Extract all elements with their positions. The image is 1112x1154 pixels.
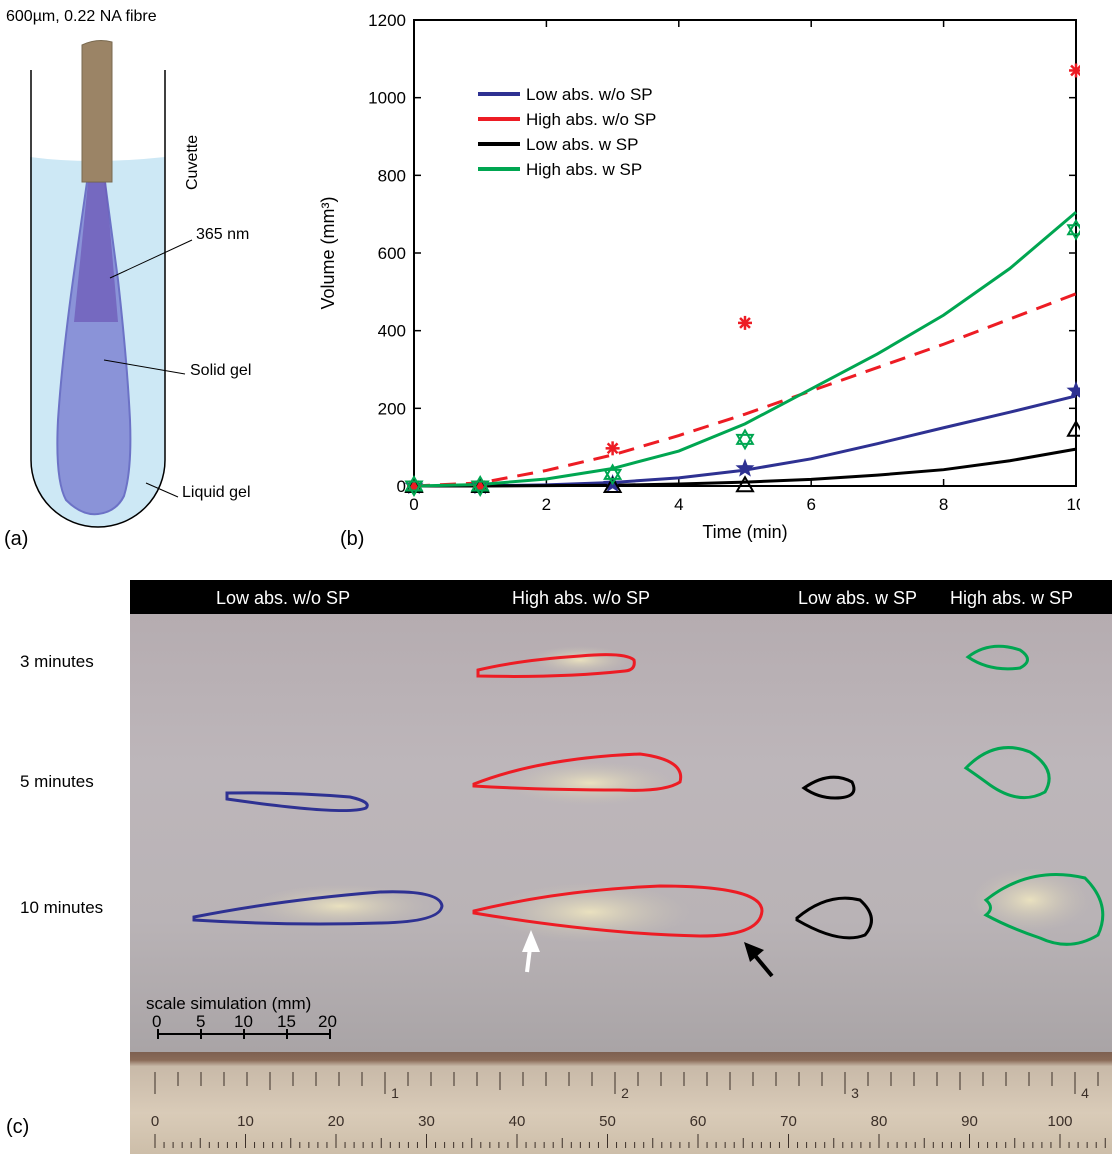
ruler-mm-label: 60 bbox=[690, 1113, 707, 1130]
x-axis-label: Time (min) bbox=[702, 522, 787, 542]
data-point-1-4 bbox=[1069, 63, 1080, 78]
panel-c-label: (c) bbox=[6, 1116, 30, 1138]
ruler-inch-label: 2 bbox=[621, 1085, 629, 1101]
data-point-3-4 bbox=[1066, 218, 1080, 241]
gel-outlines bbox=[157, 644, 1105, 1039]
panel-b-label: (b) bbox=[340, 528, 365, 550]
fit-line-2 bbox=[414, 447, 1077, 488]
y-tick-label: 800 bbox=[378, 166, 406, 185]
outline-high-w-10min bbox=[983, 872, 1105, 946]
scale-tick-20: 20 bbox=[318, 1012, 337, 1031]
legend-label-0: Low abs. w/o SP bbox=[526, 85, 653, 104]
data-point-3-3 bbox=[735, 428, 755, 451]
x-tick-label: 4 bbox=[674, 495, 683, 514]
outline-low-wo-5min bbox=[225, 791, 369, 813]
wavelength-label: 365 nm bbox=[196, 226, 250, 243]
data-point-3-1 bbox=[470, 475, 490, 497]
panel-c: Low abs. w/o SP High abs. w/o SP Low abs… bbox=[0, 560, 1112, 1154]
photo-background bbox=[130, 612, 1112, 1052]
fit-line-1 bbox=[413, 292, 1077, 488]
outline-low-w-10min bbox=[795, 896, 873, 940]
data-point-3-2 bbox=[603, 463, 623, 486]
data-point-3-0 bbox=[404, 475, 424, 497]
scale-tick-0: 0 bbox=[152, 1012, 162, 1031]
column-header-bar bbox=[130, 580, 1112, 614]
row-label-3-min: 3 minutes bbox=[20, 652, 94, 671]
legend-label-3: High abs. w SP bbox=[526, 160, 642, 179]
y-tick-label: 1200 bbox=[368, 11, 406, 30]
x-tick-label: 6 bbox=[806, 495, 815, 514]
row-label-10-min: 10 minutes bbox=[20, 898, 104, 917]
x-tick-label: 10 bbox=[1067, 495, 1080, 514]
legend-label-2: Low abs. w SP bbox=[526, 135, 638, 154]
y-tick-label: 0 bbox=[397, 477, 406, 496]
outline-low-wo-10min bbox=[192, 890, 444, 926]
cuvette-label: Cuvette bbox=[184, 134, 201, 190]
ruler-mm-label: 0 bbox=[151, 1113, 159, 1130]
fit-line-3 bbox=[413, 211, 1077, 488]
y-tick-label: 600 bbox=[378, 244, 406, 263]
scale-bar bbox=[157, 1029, 331, 1039]
outline-high-wo-5min bbox=[472, 752, 683, 792]
ruler-inch-label: 1 bbox=[391, 1085, 399, 1101]
ruler-mm-label: 90 bbox=[961, 1113, 978, 1130]
column-header-low-w-sp: Low abs. w SP bbox=[798, 588, 918, 608]
ruler bbox=[130, 1052, 1112, 1154]
x-tick-label: 2 bbox=[542, 495, 551, 514]
ruler-mm-label: 10 bbox=[237, 1113, 254, 1130]
ruler-mm-label: 80 bbox=[871, 1113, 888, 1130]
row-label-5-min: 5 minutes bbox=[20, 772, 94, 791]
panel-a-label: (a) bbox=[4, 528, 29, 550]
ruler-mm-label: 50 bbox=[599, 1113, 616, 1130]
solid-gel-label: Solid gel bbox=[190, 362, 252, 379]
volume-chart: 0 2 4 6 8 10 0 200 400 600 800 1000 1200 Time (min) Vo… bbox=[318, 11, 1080, 542]
ruler-inch-label: 3 bbox=[851, 1085, 859, 1101]
x-tick-label: 0 bbox=[409, 495, 418, 514]
column-header-high-w-sp: High abs. w SP bbox=[950, 588, 1074, 608]
y-tick-label: 400 bbox=[378, 322, 406, 341]
panel-a: 600µm, 0.22 NA fibre Cuvette 365 nm Soli… bbox=[0, 0, 300, 560]
liquid-gel-label: Liquid gel bbox=[182, 484, 251, 501]
data-point-2-2 bbox=[602, 475, 623, 493]
scale-tick-10: 10 bbox=[234, 1012, 253, 1031]
outline-high-w-5min bbox=[963, 746, 1051, 800]
ruler-ticks: 01020304050607080901001101234 bbox=[151, 1072, 1106, 1148]
outline-high-wo-10min bbox=[472, 884, 764, 938]
outline-high-w-3min bbox=[965, 644, 1029, 671]
ruler-mm-label: 40 bbox=[509, 1113, 526, 1130]
data-point-0-4 bbox=[1066, 380, 1080, 399]
ruler-mm-label: 30 bbox=[418, 1113, 435, 1130]
outline-low-w-5min bbox=[801, 775, 856, 800]
x-tick-label: 8 bbox=[939, 495, 948, 514]
ruler-inch-label: 4 bbox=[1081, 1085, 1089, 1101]
scale-tick-15: 15 bbox=[277, 1012, 296, 1031]
beam-cone bbox=[74, 182, 118, 322]
ruler-mm-label: 100 bbox=[1047, 1113, 1072, 1130]
data-point-1-2 bbox=[605, 441, 620, 456]
ruler-mm-label: 20 bbox=[328, 1113, 345, 1130]
y-tick-label: 1000 bbox=[368, 89, 406, 108]
scale-tick-5: 5 bbox=[196, 1012, 206, 1031]
data-point-0-3 bbox=[735, 458, 755, 477]
y-tick-label: 200 bbox=[378, 399, 406, 418]
column-header-high-wo-sp: High abs. w/o SP bbox=[512, 588, 651, 608]
outline-high-wo-3min bbox=[476, 653, 636, 678]
fibre-label: 600µm, 0.22 NA fibre bbox=[6, 8, 157, 25]
data-point-2-4 bbox=[1066, 419, 1080, 437]
column-header-low-wo-sp: Low abs. w/o SP bbox=[216, 588, 351, 608]
fibre bbox=[81, 40, 113, 183]
legend-label-1: High abs. w/o SP bbox=[526, 110, 656, 129]
plot-frame bbox=[413, 19, 1077, 487]
scale-title: scale simulation (mm) bbox=[146, 994, 312, 1013]
black-arrow-icon bbox=[744, 942, 774, 978]
cuvette-diagram bbox=[30, 40, 193, 528]
y-axis-label: Volume (mm³) bbox=[318, 196, 338, 309]
white-arrow-icon bbox=[522, 930, 540, 973]
cuvette-outline bbox=[30, 70, 166, 528]
data-point-1-3 bbox=[738, 315, 752, 330]
data-point-2-3 bbox=[735, 475, 755, 493]
ruler-mm-label: 70 bbox=[780, 1113, 797, 1130]
